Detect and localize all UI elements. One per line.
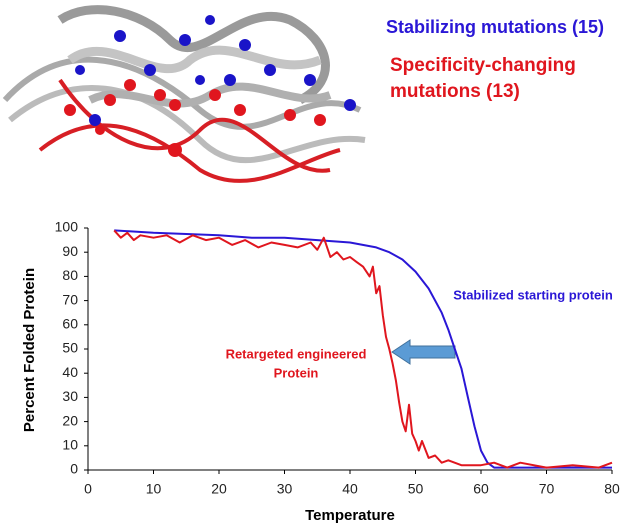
x-tick-label: 60 bbox=[473, 481, 489, 497]
x-tick-label: 50 bbox=[408, 481, 424, 497]
x-axis-label: Temperature bbox=[305, 507, 395, 524]
y-tick-label: 50 bbox=[62, 340, 78, 356]
x-tick-label: 80 bbox=[604, 481, 620, 497]
protein-structure bbox=[2, 5, 366, 183]
arrow bbox=[391, 339, 456, 365]
y-tick-label: 80 bbox=[62, 267, 78, 283]
structure-label: Stabilizing mutations (15) bbox=[386, 17, 604, 37]
x-tick-label: 40 bbox=[342, 481, 358, 497]
x-tick-label: 30 bbox=[277, 481, 293, 497]
y-tick-label: 100 bbox=[55, 219, 79, 235]
y-tick-label: 90 bbox=[62, 243, 78, 259]
structure-label: mutations (13) bbox=[390, 81, 520, 102]
annotation: Protein bbox=[274, 365, 319, 380]
y-axis-label: Percent Folded Protein bbox=[21, 268, 38, 432]
annotation: Retargeted engineered bbox=[226, 346, 367, 361]
y-tick-label: 60 bbox=[62, 316, 78, 332]
x-tick-label: 0 bbox=[84, 481, 92, 497]
y-tick-label: 40 bbox=[62, 364, 78, 380]
x-tick-label: 20 bbox=[211, 481, 227, 497]
y-tick-label: 0 bbox=[70, 461, 78, 477]
x-tick-label: 10 bbox=[146, 481, 162, 497]
data-line bbox=[113, 229, 613, 469]
structure-label: Specificity-changing bbox=[390, 55, 576, 76]
y-tick-label: 70 bbox=[62, 291, 78, 307]
annotation: Stabilized starting protein bbox=[453, 287, 613, 302]
data-line bbox=[114, 229, 612, 469]
x-tick-label: 70 bbox=[539, 481, 555, 497]
y-tick-label: 30 bbox=[62, 388, 78, 404]
y-tick-label: 20 bbox=[62, 412, 78, 428]
y-tick-label: 10 bbox=[62, 437, 78, 453]
